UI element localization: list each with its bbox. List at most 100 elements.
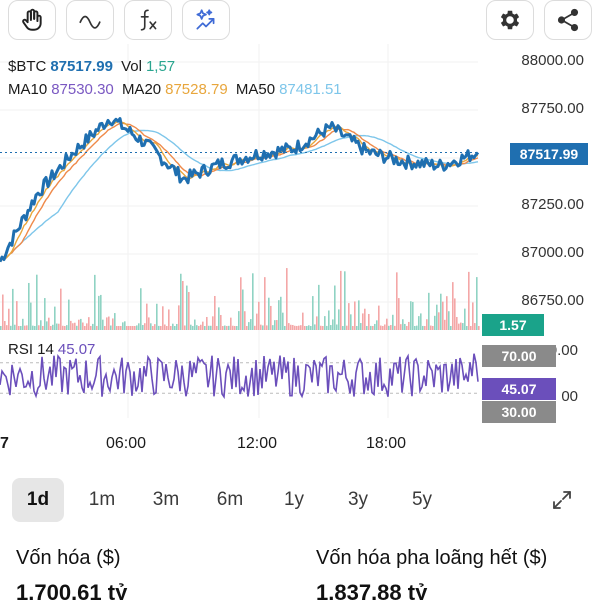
volume-bar xyxy=(396,272,398,330)
volume-bar xyxy=(206,316,208,330)
indicator-button[interactable] xyxy=(124,0,172,40)
volume-bar xyxy=(432,325,434,330)
range-3y-button[interactable]: 3y xyxy=(347,489,369,510)
volume-bar xyxy=(332,319,334,330)
volume-bar xyxy=(128,325,130,330)
volume-bar xyxy=(308,325,310,330)
fullscreen-button[interactable] xyxy=(536,478,588,522)
volume-bar xyxy=(186,285,188,330)
volume-bar xyxy=(134,325,136,330)
volume-bar xyxy=(258,301,260,330)
volume-bar xyxy=(422,325,424,330)
range-1m-button[interactable]: 1m xyxy=(88,489,116,510)
range-6m-button[interactable]: 6m xyxy=(216,489,244,510)
range-1d-button[interactable]: 1d xyxy=(12,478,64,522)
price-axis-label: 88000.00 xyxy=(521,52,584,69)
volume-bar xyxy=(372,325,374,330)
volume-bar xyxy=(232,325,234,330)
volume-bar xyxy=(412,301,414,330)
draw-line-button[interactable] xyxy=(66,0,114,40)
volume-bar xyxy=(124,321,126,330)
volume-bar xyxy=(464,308,466,330)
volume-bar xyxy=(84,326,86,330)
volume-bar xyxy=(168,309,170,330)
volume-bar xyxy=(200,324,202,330)
volume-bar xyxy=(208,325,210,330)
volume-bar xyxy=(166,326,168,330)
volume-bar xyxy=(408,321,410,330)
price-chart[interactable] xyxy=(0,44,600,464)
volume-bar xyxy=(162,306,164,330)
volume-bar xyxy=(260,324,262,330)
volume-bar xyxy=(100,294,102,330)
volume-bar xyxy=(114,313,116,330)
volume-bar xyxy=(436,304,438,330)
gear-icon xyxy=(500,10,520,30)
range-1y-button[interactable]: 1y xyxy=(283,489,305,510)
volume-bar xyxy=(266,325,268,330)
volume-bar xyxy=(302,312,304,330)
volume-bar xyxy=(314,324,316,330)
volume-bar xyxy=(28,282,30,330)
volume-bar xyxy=(336,324,338,330)
volume-bar xyxy=(326,325,328,330)
volume-bar xyxy=(50,325,52,330)
volume-bar xyxy=(152,325,154,330)
volume-bar xyxy=(60,288,62,330)
volume-bar xyxy=(244,311,246,330)
ai-analysis-button[interactable] xyxy=(182,0,230,40)
volume-bar xyxy=(366,325,368,330)
rsi-lower-tag: 30.00 xyxy=(482,401,556,423)
volume-bar xyxy=(426,319,428,330)
volume-bar xyxy=(20,325,22,330)
rsi-axis-text: 00 xyxy=(561,388,578,405)
volume-bar xyxy=(230,317,232,330)
range-3m-button[interactable]: 3m xyxy=(152,489,180,510)
share-button[interactable] xyxy=(544,0,592,40)
volume-bar xyxy=(224,325,226,330)
volume-bar xyxy=(286,268,288,330)
volume-bar xyxy=(320,325,322,330)
volume-bar xyxy=(116,326,118,330)
volume-bar xyxy=(214,295,216,330)
expand-icon xyxy=(553,491,571,509)
range-5y-button[interactable]: 5y xyxy=(411,489,433,510)
volume-bar xyxy=(378,305,380,330)
price-legend: $BTC 87517.99 Vol 1,57 xyxy=(8,58,179,75)
volume-bar xyxy=(298,325,300,330)
volume-bar xyxy=(86,323,88,330)
volume-bar xyxy=(240,277,242,330)
volume-bar xyxy=(362,313,364,330)
volume-bar xyxy=(148,317,150,330)
volume-bar xyxy=(140,288,142,330)
volume-bar xyxy=(250,319,252,330)
volume-bar xyxy=(300,325,302,330)
volume-bar xyxy=(164,324,166,330)
volume-bar xyxy=(182,281,184,330)
volume-bar xyxy=(384,324,386,330)
settings-button[interactable] xyxy=(486,0,534,40)
volume-bar xyxy=(338,309,340,330)
ai-sparkle-icon xyxy=(196,9,215,30)
volume-bar xyxy=(470,325,472,330)
volume-bar xyxy=(238,311,240,330)
volume-bar xyxy=(170,325,172,330)
volume-bar xyxy=(216,325,218,330)
volume-bar xyxy=(12,288,14,330)
volume-bar xyxy=(388,325,390,330)
price-axis-label: 87250.00 xyxy=(521,196,584,213)
volume-bar xyxy=(158,325,160,330)
price-line xyxy=(0,117,480,263)
volume-bar xyxy=(90,325,92,330)
volume-bar xyxy=(94,274,96,330)
volume-bar xyxy=(358,300,360,330)
volume-bar xyxy=(420,313,422,330)
ma20-value: 87528.79 xyxy=(165,81,228,98)
volume-bar xyxy=(64,325,66,330)
volume-bar xyxy=(448,311,450,330)
volume-bar xyxy=(444,319,446,330)
volume-bar xyxy=(424,325,426,330)
volume-bar xyxy=(306,325,308,330)
volume-bar xyxy=(410,301,412,330)
hand-tool-button[interactable] xyxy=(8,0,56,40)
